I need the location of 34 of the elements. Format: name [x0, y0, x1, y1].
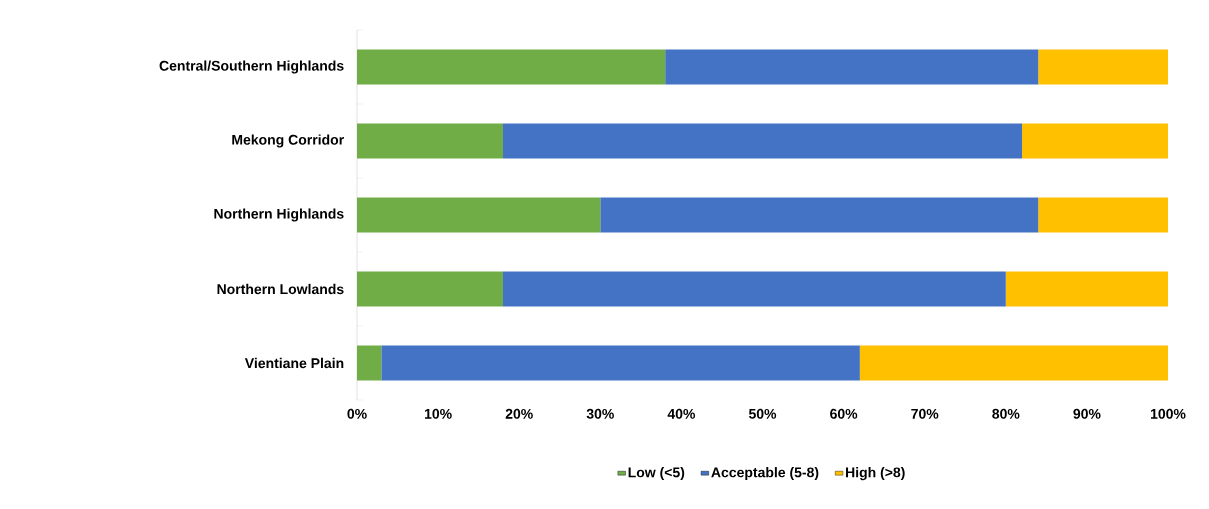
x-tick-label: 40%	[667, 408, 696, 419]
bar	[502, 123, 1023, 159]
bar	[1005, 271, 1169, 307]
bar	[1038, 197, 1169, 233]
bar	[1038, 49, 1169, 85]
x-tick-label: 60%	[830, 408, 858, 419]
bar	[1022, 123, 1169, 159]
legend-label: Low (<5)	[628, 467, 685, 481]
x-tick-label: 10%	[424, 408, 452, 419]
bar	[502, 271, 1006, 307]
bar	[357, 49, 666, 85]
y-tick-label: Northern Lowlands	[217, 283, 344, 295]
bar	[665, 49, 1039, 85]
x-tick-label: 0%	[347, 408, 367, 419]
legend-label: Acceptable (5-8)	[711, 467, 819, 481]
y-tick-label: Central/Southern Highlands	[159, 60, 344, 74]
y-tick-label: Mekong Corridor	[232, 134, 344, 148]
x-tick-label: 50%	[748, 408, 777, 419]
bar	[357, 123, 503, 159]
legend-label: High (>8)	[846, 467, 905, 481]
x-tick-label: 90%	[1073, 408, 1101, 419]
bar	[357, 271, 503, 307]
bar	[381, 345, 860, 381]
bar	[357, 345, 382, 381]
x-tick-label: 30%	[586, 408, 614, 419]
x-tick-label: 100%	[1150, 408, 1186, 419]
x-tick-label: 70%	[911, 408, 939, 419]
bar	[357, 197, 601, 233]
y-tick-label: Northern Highlands	[214, 208, 344, 222]
bar	[600, 197, 1039, 233]
x-tick-label: 80%	[992, 408, 1020, 419]
bar	[859, 345, 1169, 381]
x-tick-label: 20%	[505, 408, 533, 419]
y-tick-label: Vientiane Plain	[244, 357, 344, 369]
